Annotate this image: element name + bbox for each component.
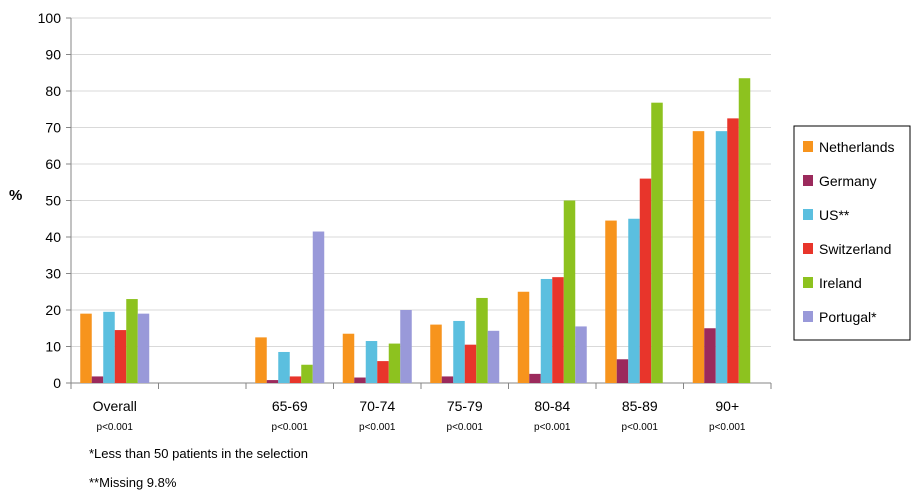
x-tick-label: 90+ bbox=[715, 398, 739, 414]
bar-portugal bbox=[487, 330, 500, 383]
bar-germany bbox=[354, 377, 366, 383]
bar-ireland bbox=[126, 299, 138, 383]
bar-us bbox=[278, 351, 290, 383]
gridlines bbox=[71, 17, 771, 347]
footnote-patients: *Less than 50 patients in the selection bbox=[89, 446, 308, 461]
legend-box bbox=[793, 125, 911, 341]
bar-switzerland bbox=[114, 330, 127, 383]
bar-us bbox=[540, 278, 553, 383]
legend-label: Netherlands bbox=[819, 139, 895, 155]
x-tick-label: 70-74 bbox=[359, 398, 395, 414]
bar-us bbox=[628, 218, 640, 383]
legend-swatch bbox=[803, 243, 813, 254]
bar-switzerland bbox=[377, 361, 389, 383]
bar-ireland bbox=[388, 343, 401, 383]
y-tick-label: 0 bbox=[53, 375, 61, 391]
p-value-label: p<0.001 bbox=[534, 422, 571, 433]
legend-label: Portugal* bbox=[819, 309, 877, 325]
bar-germany bbox=[529, 373, 541, 383]
bar-netherlands bbox=[342, 333, 355, 383]
bar-ireland bbox=[738, 78, 751, 383]
legend-label: Switzerland bbox=[819, 241, 891, 257]
legend-swatch bbox=[803, 311, 813, 322]
y-tick-label: 40 bbox=[45, 229, 61, 245]
y-tick-label: 60 bbox=[45, 156, 61, 172]
bar-netherlands bbox=[430, 324, 442, 383]
y-tick-label: 80 bbox=[45, 83, 61, 99]
y-tick-label: 70 bbox=[45, 120, 61, 136]
legend-swatch bbox=[803, 277, 813, 288]
y-tick-label: 10 bbox=[45, 339, 61, 355]
legend-label: Germany bbox=[819, 173, 877, 189]
legend: Netherlands Germany US** Switzerland Ireland… bbox=[793, 125, 911, 341]
p-value-label: p<0.001 bbox=[622, 422, 659, 433]
bar-germany bbox=[616, 359, 629, 383]
y-tick-label: 50 bbox=[45, 193, 61, 209]
bar-switzerland bbox=[464, 344, 477, 383]
legend-label: US** bbox=[819, 207, 850, 223]
bar-us bbox=[453, 320, 465, 383]
bar-us bbox=[103, 311, 115, 383]
bars bbox=[80, 78, 751, 384]
bar-switzerland bbox=[639, 178, 652, 383]
bar-netherlands bbox=[605, 220, 617, 383]
bar-us bbox=[715, 131, 728, 383]
p-value-label: p<0.001 bbox=[359, 422, 396, 433]
bar-ireland bbox=[476, 297, 488, 383]
bar-switzerland bbox=[289, 376, 302, 383]
legend-label: Ireland bbox=[819, 275, 862, 291]
x-tick-label: 75-79 bbox=[447, 398, 483, 414]
bar-netherlands bbox=[692, 131, 705, 383]
y-tick-label: 100 bbox=[38, 10, 62, 26]
p-value-label: p<0.001 bbox=[97, 422, 134, 433]
x-tick-label: 85-89 bbox=[622, 398, 658, 414]
x-tick-label: 80-84 bbox=[534, 398, 570, 414]
bar-portugal bbox=[400, 310, 412, 383]
p-value-label: p<0.001 bbox=[709, 422, 746, 433]
bar-germany bbox=[704, 328, 716, 383]
bar-portugal bbox=[575, 326, 587, 383]
p-value-label: p<0.001 bbox=[447, 422, 484, 433]
p-value-label: p<0.001 bbox=[272, 422, 309, 433]
bar-ireland bbox=[563, 200, 576, 383]
bar-portugal bbox=[137, 313, 150, 383]
axes bbox=[66, 17, 772, 389]
x-tick-label: Overall bbox=[93, 398, 137, 414]
bar-ireland bbox=[301, 364, 313, 383]
bar-germany bbox=[266, 380, 279, 383]
legend-swatch bbox=[803, 175, 813, 186]
bar-netherlands bbox=[80, 313, 92, 383]
legend-swatch bbox=[803, 209, 813, 220]
bar-ireland bbox=[651, 102, 663, 384]
bar-germany bbox=[441, 376, 454, 383]
y-tick-label: 20 bbox=[45, 302, 61, 318]
legend-swatch bbox=[803, 141, 813, 152]
bar-netherlands bbox=[517, 291, 530, 383]
bar-netherlands bbox=[255, 337, 267, 383]
y-tick-label: 30 bbox=[45, 266, 61, 282]
footnote-missing: **Missing 9.8% bbox=[89, 475, 177, 490]
bar-switzerland bbox=[727, 118, 739, 383]
y-axis-label: % bbox=[9, 187, 22, 204]
y-tick-label: 90 bbox=[45, 47, 61, 63]
bar-portugal bbox=[312, 231, 325, 383]
axis-labels: 0 10 20 30 40 50 60 70 80 90 100 Overall p<0.001 65-6… bbox=[38, 10, 746, 433]
x-tick-label: 65-69 bbox=[272, 398, 308, 414]
bar-switzerland bbox=[552, 277, 564, 383]
bar-germany bbox=[91, 376, 104, 383]
bar-us bbox=[365, 341, 378, 383]
